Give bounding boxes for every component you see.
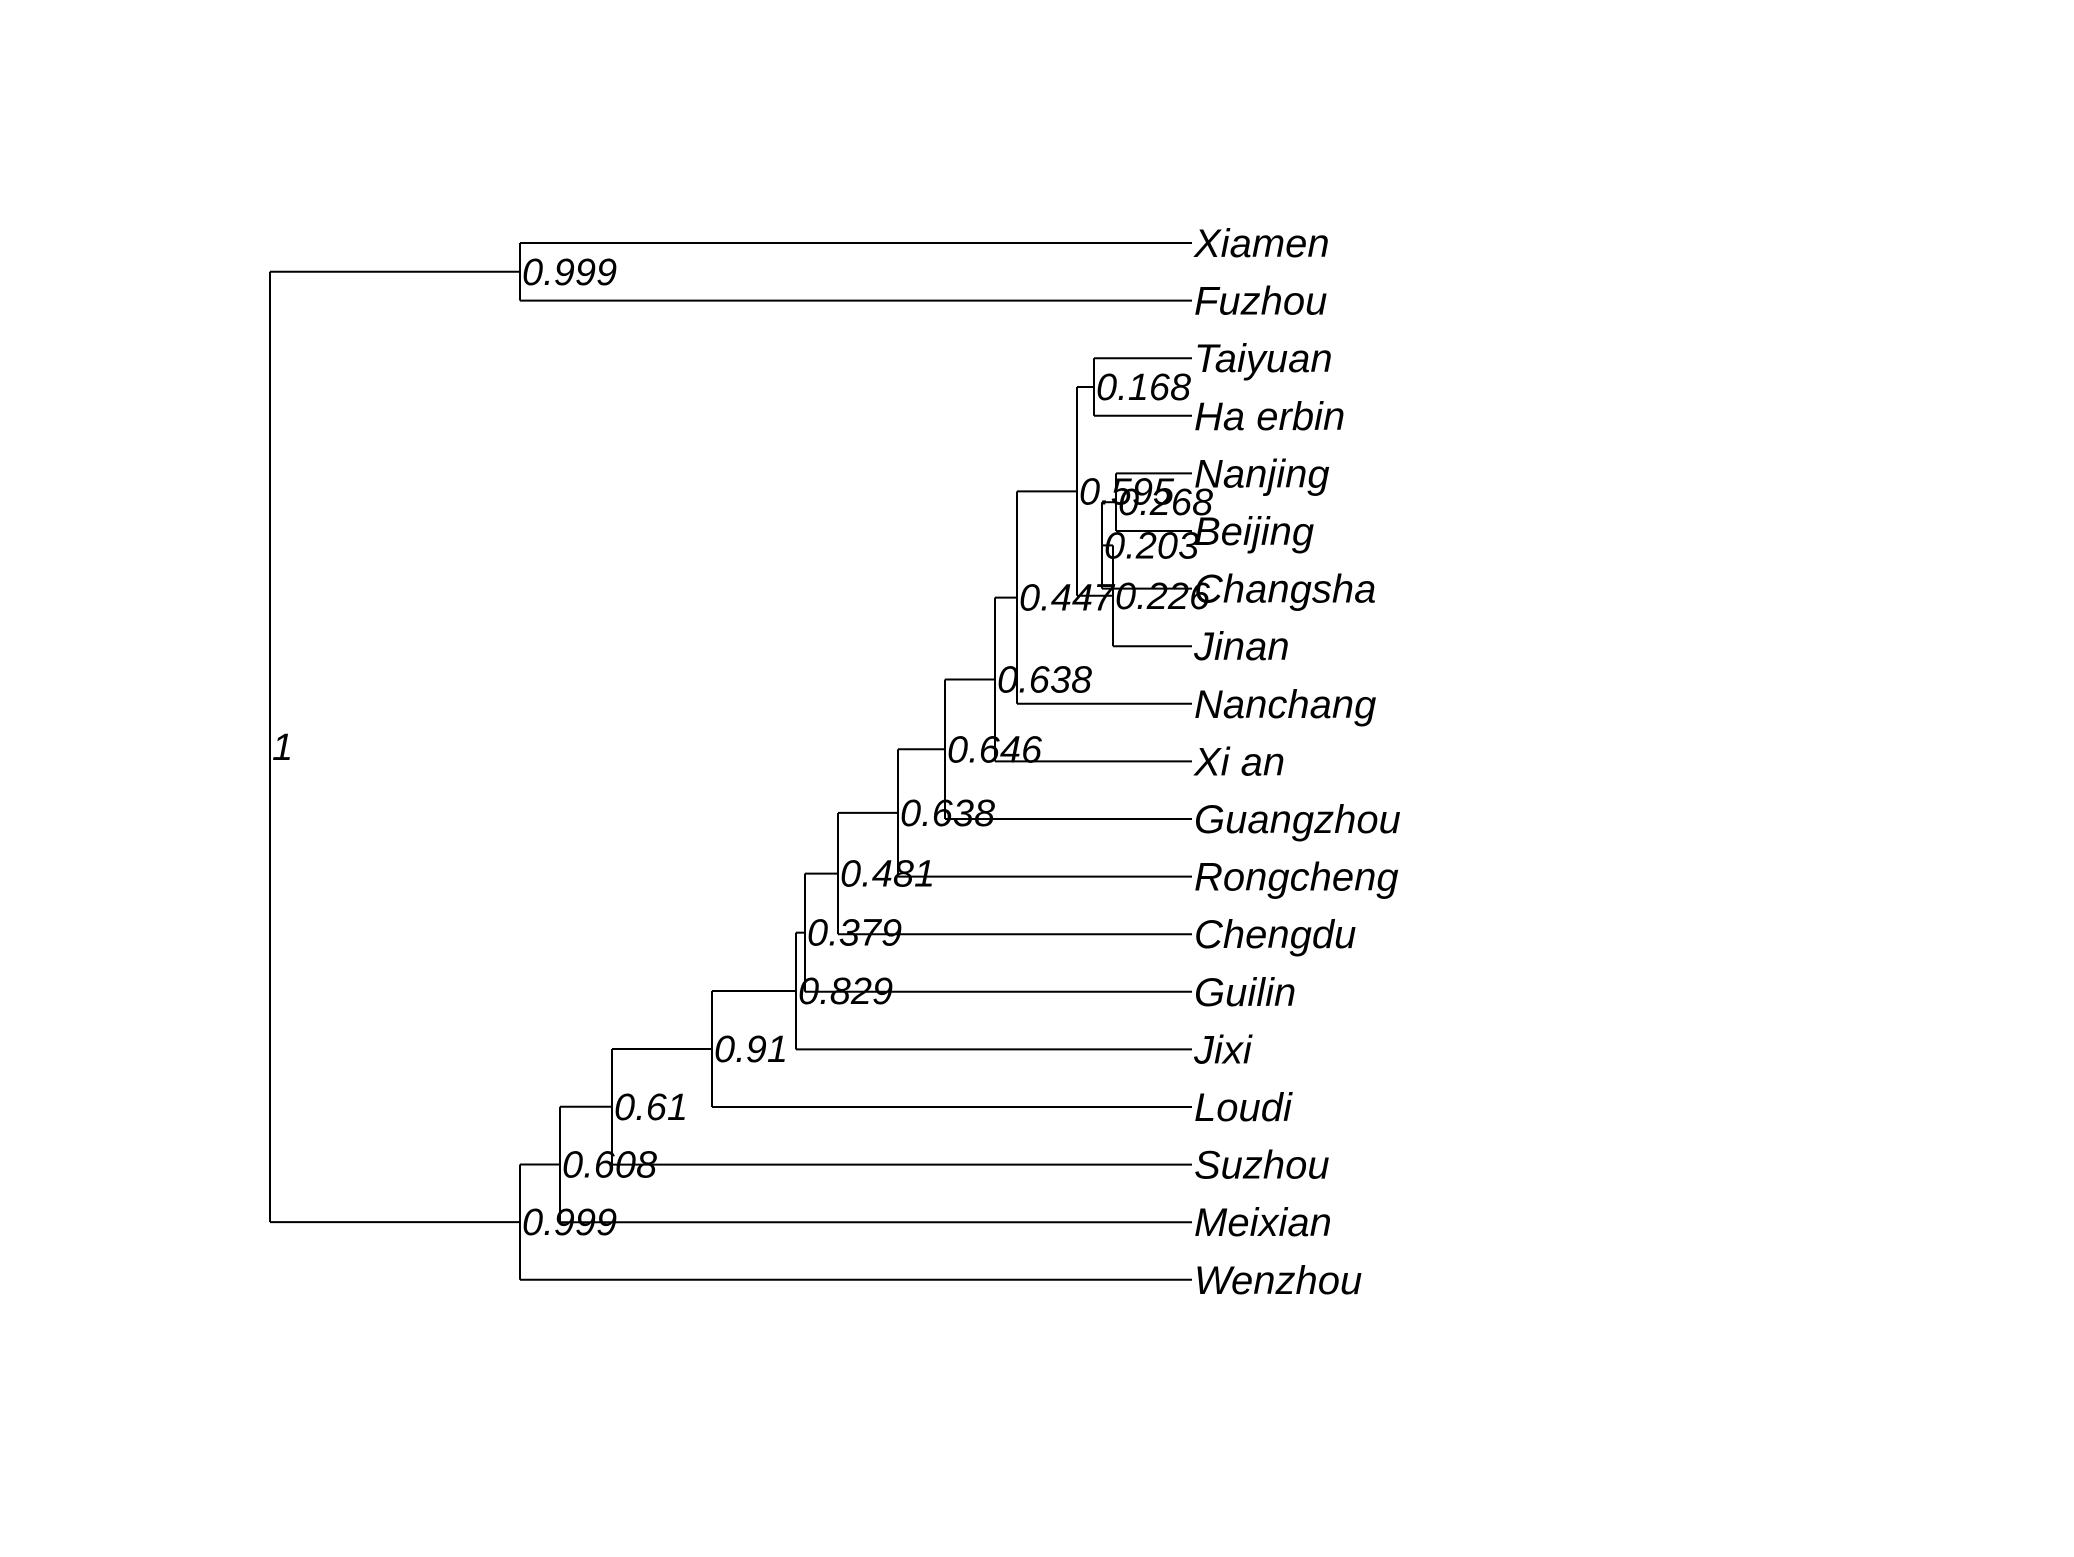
support-value-12: 0.447 (1019, 578, 1116, 620)
tip-label-jixi: Jixi (1193, 1028, 1253, 1072)
support-value-3: 0.608 (562, 1145, 657, 1187)
tip-label-fuzhou: Fuzhou (1194, 280, 1327, 324)
support-value-7: 0.379 (807, 913, 902, 955)
tip-label-xiamen: Xiamen (1193, 222, 1330, 266)
support-value-13: 0.595 (1079, 471, 1175, 513)
support-value-4: 0.61 (614, 1087, 688, 1129)
tip-label-loudi: Loudi (1194, 1086, 1293, 1130)
tip-label-wenzhou: Wenzhou (1194, 1259, 1362, 1303)
support-value-0: 1 (272, 727, 293, 769)
support-value-5: 0.91 (714, 1029, 788, 1071)
support-value-11: 0.638 (997, 660, 1092, 702)
support-value-15: 0.226 (1115, 576, 1211, 618)
tip-label-rongcheng: Rongcheng (1194, 856, 1399, 900)
tip-label-beijing: Beijing (1194, 510, 1314, 554)
tip-label-suzhou: Suzhou (1194, 1144, 1330, 1188)
tip-label-changsha: Changsha (1194, 568, 1376, 612)
tip-label-nanjing: Nanjing (1194, 452, 1330, 496)
tree-branches (269, 242, 1192, 1281)
support-value-2: 0.999 (522, 1202, 617, 1244)
tip-label-taiyuan: Taiyuan (1194, 337, 1333, 381)
tip-label-nanchang: Nanchang (1194, 683, 1376, 727)
support-value-14: 0.168 (1096, 367, 1191, 409)
tip-label-xi-an: Xi an (1193, 740, 1285, 784)
tip-label-ha-erbin: Ha erbin (1194, 395, 1345, 439)
support-value-9: 0.638 (900, 793, 995, 835)
support-value-8: 0.481 (840, 854, 935, 896)
support-value-1: 0.999 (522, 252, 617, 294)
support-value-16: 0.203 (1104, 525, 1199, 567)
support-value-10: 0.646 (947, 729, 1043, 771)
tip-label-jinan: Jinan (1193, 625, 1290, 669)
tip-label-chengdu: Chengdu (1194, 913, 1356, 957)
tip-labels: Xiamen Fuzhou Taiyuan Ha erbin Nanjing Beijin… (1193, 222, 1401, 1303)
support-value-17: 0.268 (1118, 482, 1213, 524)
tip-label-meixian: Meixian (1194, 1201, 1332, 1245)
support-value-6: 0.829 (798, 971, 893, 1013)
tip-label-guilin: Guilin (1194, 971, 1296, 1015)
tip-label-guangzhou: Guangzhou (1194, 798, 1401, 842)
